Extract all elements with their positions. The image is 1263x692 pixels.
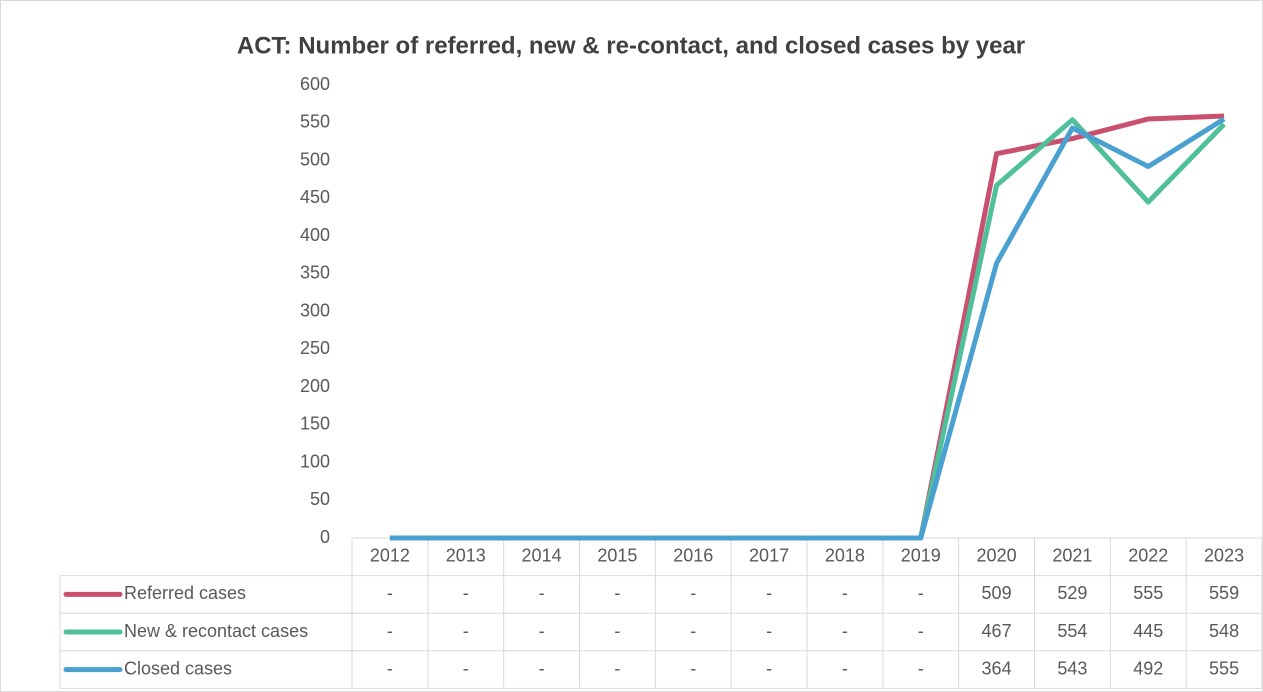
data-label: - — [842, 621, 848, 641]
data-label: - — [463, 621, 469, 641]
data-label: - — [918, 658, 924, 678]
series-line — [389, 116, 1226, 541]
data-label: - — [918, 621, 924, 641]
data-label: - — [766, 658, 772, 678]
y-tick-label: 600 — [300, 74, 330, 94]
data-label: 555 — [1209, 658, 1239, 678]
x-tick-label: 2014 — [522, 546, 562, 566]
data-label: - — [463, 583, 469, 603]
data-label: 445 — [1133, 621, 1163, 641]
x-tick-label: 2015 — [597, 546, 637, 566]
data-label: - — [539, 658, 545, 678]
data-label: - — [766, 583, 772, 603]
x-tick-label: 2013 — [446, 546, 486, 566]
data-label: - — [690, 621, 696, 641]
legend-label: New & recontact cases — [124, 621, 308, 641]
data-label: - — [842, 658, 848, 678]
y-tick-label: 400 — [300, 225, 330, 245]
y-tick-label: 0 — [320, 527, 330, 547]
data-label: 555 — [1133, 583, 1163, 603]
data-label: 364 — [982, 658, 1012, 678]
y-tick-label: 200 — [300, 376, 330, 396]
data-label: 548 — [1209, 621, 1239, 641]
data-label: - — [614, 583, 620, 603]
data-label: - — [614, 621, 620, 641]
data-label: - — [842, 583, 848, 603]
x-tick-label: 2023 — [1204, 546, 1244, 566]
data-label: 543 — [1057, 658, 1087, 678]
data-label: - — [690, 583, 696, 603]
y-tick-label: 50 — [310, 489, 330, 509]
data-label: 559 — [1209, 583, 1239, 603]
data-label: - — [387, 621, 393, 641]
data-label: - — [387, 658, 393, 678]
data-label: - — [766, 621, 772, 641]
data-label: - — [918, 583, 924, 603]
x-tick-label: 2022 — [1128, 546, 1168, 566]
y-tick-label: 450 — [300, 187, 330, 207]
x-tick-label: 2019 — [901, 546, 941, 566]
chart-title: ACT: Number of referred, new & re-contac… — [237, 32, 1025, 59]
data-label: 509 — [982, 583, 1012, 603]
data-label: - — [690, 658, 696, 678]
y-tick-label: 300 — [300, 300, 330, 320]
data-label: - — [463, 658, 469, 678]
data-label: 467 — [982, 621, 1012, 641]
y-tick-label: 500 — [300, 149, 330, 169]
x-tick-label: 2021 — [1052, 546, 1092, 566]
legend-label: Referred cases — [124, 583, 246, 603]
y-tick-label: 350 — [300, 263, 330, 283]
data-label: 554 — [1057, 621, 1087, 641]
y-tick-label: 100 — [300, 451, 330, 471]
x-tick-label: 2018 — [825, 546, 865, 566]
legend-label: Closed cases — [124, 658, 232, 678]
data-label: - — [539, 583, 545, 603]
data-label: - — [539, 621, 545, 641]
y-tick-label: 150 — [300, 414, 330, 434]
data-label: - — [387, 583, 393, 603]
x-tick-label: 2020 — [977, 546, 1017, 566]
x-tick-label: 2016 — [673, 546, 713, 566]
data-label: - — [614, 658, 620, 678]
x-tick-label: 2017 — [749, 546, 789, 566]
y-tick-label: 550 — [300, 112, 330, 132]
y-tick-label: 250 — [300, 338, 330, 358]
data-label: 492 — [1133, 658, 1163, 678]
data-label: 529 — [1057, 583, 1087, 603]
x-tick-label: 2012 — [370, 546, 410, 566]
